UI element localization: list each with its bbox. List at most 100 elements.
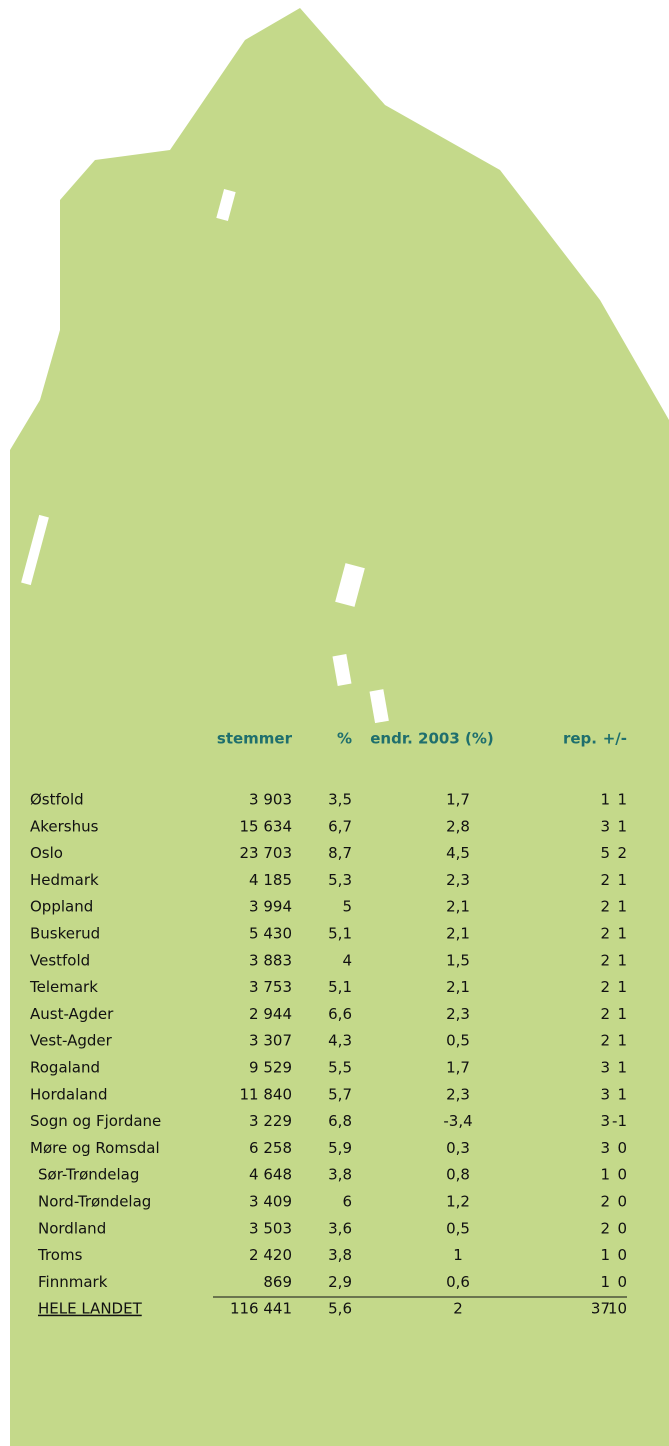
total-cell: 116 441 (230, 1300, 292, 1318)
row-label: Finnmark (38, 1273, 108, 1291)
row-label: Østfold (30, 791, 84, 809)
cell: 1,7 (446, 1059, 470, 1077)
cell: 0,3 (446, 1139, 470, 1157)
cell: 2 (600, 1032, 610, 1050)
cell: 5,3 (328, 871, 352, 889)
cell: 1 (617, 1005, 627, 1023)
cell: 1 (617, 817, 627, 835)
cell: 1 (617, 951, 627, 969)
cell: 2,1 (446, 898, 470, 916)
row-label: Hordaland (30, 1085, 107, 1103)
cell: 0,6 (446, 1273, 470, 1291)
cell: 1 (600, 1273, 610, 1291)
cell: 3 883 (249, 951, 292, 969)
cell: 2 (600, 1219, 610, 1237)
cell: 15 634 (240, 817, 293, 835)
cell: 6,8 (328, 1112, 352, 1130)
cell: 1 (600, 1246, 610, 1264)
cell: 1 (600, 1166, 610, 1184)
cell: 3 (600, 1139, 610, 1157)
row-label: Troms (37, 1246, 83, 1264)
cell: 6 (342, 1193, 352, 1211)
cell: 869 (263, 1273, 292, 1291)
row-label: Møre og Romsdal (30, 1139, 160, 1157)
cell: 4,3 (328, 1032, 352, 1050)
cell: 4 648 (249, 1166, 292, 1184)
cell: 1 (617, 925, 627, 943)
cell: 0 (617, 1139, 627, 1157)
header-cell: stemmer (217, 730, 293, 748)
cell: 1 (617, 1059, 627, 1077)
cell: 23 703 (240, 844, 293, 862)
cell: 2,3 (446, 1085, 470, 1103)
cell: 2 (600, 951, 610, 969)
total-label: HELE LANDET (38, 1300, 143, 1318)
cell: 2 (600, 871, 610, 889)
cell: 5 (342, 898, 352, 916)
row-label: Oslo (30, 844, 63, 862)
row-label: Oppland (30, 898, 93, 916)
row-label: Sogn og Fjordane (30, 1112, 161, 1130)
cell: 3 (600, 1059, 610, 1077)
cell: 1 (617, 791, 627, 809)
cell: 1 (617, 1085, 627, 1103)
row-label: Vestfold (30, 951, 90, 969)
cell: 2 420 (249, 1246, 292, 1264)
row-label: Aust-Agder (30, 1005, 114, 1023)
cell: 0,8 (446, 1166, 470, 1184)
cell: 3 (600, 817, 610, 835)
cell: 4 (342, 951, 352, 969)
cell: 1 (617, 978, 627, 996)
cell: 1 (617, 871, 627, 889)
total-cell: 10 (608, 1300, 627, 1318)
cell: 0 (617, 1193, 627, 1211)
row-label: Nordland (38, 1219, 106, 1237)
cell: 0 (617, 1219, 627, 1237)
cell: 5 (600, 844, 610, 862)
cell: 8,7 (328, 844, 352, 862)
cell: 2,8 (446, 817, 470, 835)
cell: 0 (617, 1273, 627, 1291)
cell: 2,1 (446, 978, 470, 996)
cell: 2,9 (328, 1273, 352, 1291)
header-cell: +/- (603, 730, 627, 748)
cell: 11 840 (240, 1085, 293, 1103)
total-cell: 5,6 (328, 1300, 352, 1318)
cell: 6,7 (328, 817, 352, 835)
cell: 3 503 (249, 1219, 292, 1237)
cell: 2 (600, 925, 610, 943)
cell: 1 (453, 1246, 463, 1264)
cell: 4,5 (446, 844, 470, 862)
row-label: Akershus (30, 817, 99, 835)
page: stemmer%endr. 2003 (%)rep.+/-Østfold3 90… (0, 0, 669, 1446)
row-label: Hedmark (30, 871, 99, 889)
cell: 9 529 (249, 1059, 292, 1077)
row-label: Sør-Trøndelag (38, 1166, 139, 1184)
cell: 4 185 (249, 871, 292, 889)
cell: 0 (617, 1246, 627, 1264)
cell: 3,6 (328, 1219, 352, 1237)
cell: 2 944 (249, 1005, 292, 1023)
cell: 3,8 (328, 1166, 352, 1184)
cell: 5,9 (328, 1139, 352, 1157)
cell: 2,1 (446, 925, 470, 943)
cell: 0,5 (446, 1219, 470, 1237)
cell: 1,5 (446, 951, 470, 969)
cell: 3,8 (328, 1246, 352, 1264)
cell: 1,7 (446, 791, 470, 809)
cell: 3 903 (249, 791, 292, 809)
cell: 2 (600, 1193, 610, 1211)
row-label: Vest-Agder (30, 1032, 113, 1050)
cell: 3 753 (249, 978, 292, 996)
row-label: Telemark (29, 978, 98, 996)
cell: 3 307 (249, 1032, 292, 1050)
total-cell: 2 (453, 1300, 463, 1318)
cell: 2,3 (446, 1005, 470, 1023)
cell: 3 (600, 1112, 610, 1130)
cell: 0 (617, 1166, 627, 1184)
cell: 5,1 (328, 978, 352, 996)
cell: 2 (600, 898, 610, 916)
cell: 2 (617, 844, 627, 862)
cell: 6 258 (249, 1139, 292, 1157)
cell: 3 (600, 1085, 610, 1103)
